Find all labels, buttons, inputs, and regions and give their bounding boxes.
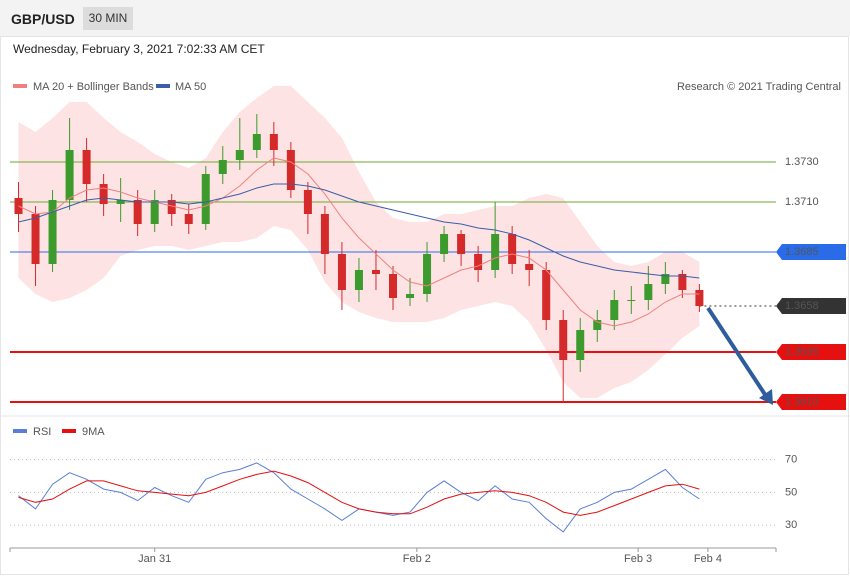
candle-body — [559, 320, 568, 360]
candle-body — [235, 150, 244, 160]
candle-body — [678, 274, 687, 290]
level-tag — [776, 244, 846, 260]
candle-body — [491, 234, 500, 270]
candle-body — [116, 200, 125, 204]
candle-body — [423, 254, 432, 294]
candle-body — [610, 300, 619, 320]
candle-body — [508, 234, 517, 264]
candle-body — [661, 274, 670, 284]
candle-body — [150, 200, 159, 224]
level-tag — [776, 344, 846, 360]
candle-body — [269, 134, 278, 150]
indicator-line — [18, 462, 700, 533]
candle-body — [99, 184, 108, 204]
indicator-line — [18, 470, 700, 516]
level-label: 1.3730 — [785, 156, 819, 168]
candle-body — [65, 150, 74, 200]
candle-body — [695, 290, 704, 306]
legend-label: RSI — [33, 426, 51, 438]
candle-body — [354, 270, 363, 290]
x-tick-label: Feb 4 — [694, 553, 722, 565]
candle-body — [82, 150, 91, 184]
candle-body — [167, 200, 176, 214]
candle-body — [474, 254, 483, 270]
frame — [0, 36, 849, 575]
candle-body — [201, 174, 210, 224]
legend-swatch — [62, 429, 76, 433]
legend-swatch — [13, 84, 27, 88]
candle-body — [371, 270, 380, 274]
candle-body — [440, 234, 449, 254]
level-tag — [776, 394, 846, 410]
level-label: 1.3658 — [785, 300, 819, 312]
x-tick-label: Feb 2 — [403, 553, 431, 565]
header: GBP/USD 30 MIN — [0, 0, 850, 36]
bollinger-band — [18, 86, 700, 398]
level-label: 1.3685 — [785, 246, 819, 258]
ma-line — [18, 183, 700, 279]
candle-body — [252, 134, 261, 150]
candle-body — [320, 214, 329, 254]
symbol: GBP/USD — [11, 11, 75, 27]
candle-body — [303, 190, 312, 214]
price-panel — [10, 86, 776, 403]
y-tick-label: 30 — [785, 519, 797, 531]
datetime: Wednesday, February 3, 2021 7:02:33 AM C… — [13, 42, 265, 56]
candle-body — [406, 294, 415, 298]
candle-body — [627, 300, 636, 301]
candle-body — [457, 234, 466, 254]
candle-body — [286, 150, 295, 190]
x-tick-label: Jan 31 — [138, 553, 171, 565]
candle-body — [389, 274, 397, 298]
candle-body — [525, 264, 534, 270]
legend-swatch — [13, 429, 27, 433]
candle-body — [133, 200, 142, 224]
candle-body — [48, 200, 57, 264]
level-tag — [776, 298, 846, 314]
level-label: 1.3610 — [785, 396, 819, 408]
candle-body — [337, 254, 346, 290]
x-tick-label: Feb 3 — [624, 553, 652, 565]
level-label: 1.3710 — [785, 196, 819, 208]
legend-label: MA 20 + Bollinger Bands — [33, 81, 154, 93]
candle-body — [542, 270, 551, 320]
candle-body — [644, 284, 653, 300]
interval[interactable]: 30 MIN — [83, 7, 133, 30]
candle-body — [31, 214, 40, 264]
y-tick-label: 70 — [785, 453, 797, 465]
level-label: 1.3635 — [785, 346, 819, 358]
legend-swatch — [156, 84, 170, 88]
legend-label: 9MA — [82, 426, 105, 438]
ma-line — [18, 157, 700, 327]
candle-body — [576, 330, 585, 360]
y-tick-label: 50 — [785, 486, 797, 498]
candle-body — [184, 214, 193, 224]
candle-body — [593, 320, 602, 330]
forecast-arrow-head — [759, 389, 773, 405]
credit: Research © 2021 Trading Central — [677, 81, 841, 93]
legend-label: MA 50 — [175, 81, 206, 93]
candle-body — [218, 160, 227, 174]
forecast-arrow — [706, 306, 768, 398]
